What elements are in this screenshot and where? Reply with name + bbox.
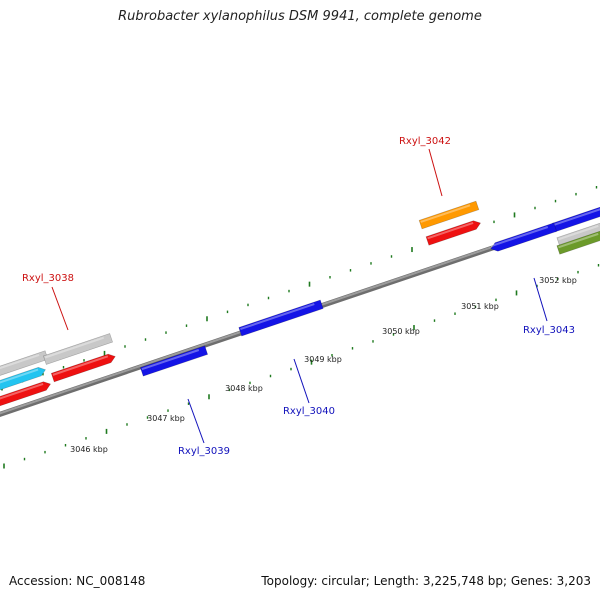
scale-label: 3049 kbp <box>304 355 342 364</box>
gene-label[interactable]: Rxyl_3038 <box>22 273 74 284</box>
gene-leader-line <box>293 358 310 404</box>
gene-callouts: Rxyl_3038 Rxyl_3042 Rxyl_3039 Rxyl_3040 Rxyl… <box>22 136 575 457</box>
scale-labels: 3046 kbp 3047 kbp 3048 kbp 3049 kbp 3050 kbp… <box>70 276 577 454</box>
gene-leader-line <box>187 398 205 444</box>
gene-cyan[interactable] <box>0 365 47 393</box>
gene-label[interactable]: Rxyl_3040 <box>283 406 335 417</box>
scale-label: 3047 kbp <box>147 414 185 423</box>
tick-marks <box>1 185 600 469</box>
map-title: Rubrobacter xylanophilus DSM 9941, compl… <box>118 9 482 24</box>
scale-label: 3052 kbp <box>539 276 577 285</box>
gene-red[interactable] <box>50 352 116 383</box>
scale-label: 3051 kbp <box>461 302 499 311</box>
gene-gray[interactable] <box>43 333 113 365</box>
gene-blue[interactable] <box>238 299 324 337</box>
gene-red[interactable] <box>0 380 52 407</box>
scale-label: 3046 kbp <box>70 445 108 454</box>
gene-blue[interactable] <box>139 345 209 377</box>
gene-red[interactable] <box>425 219 482 246</box>
accession-text: Accession: NC_008148 <box>9 574 146 588</box>
gene-blue[interactable] <box>489 222 558 253</box>
topology-summary: Topology: circular; Length: 3,225,748 bp… <box>261 574 591 588</box>
gene-olive[interactable] <box>556 229 600 255</box>
gene-label[interactable]: Rxyl_3042 <box>399 136 451 147</box>
gene-leader-line <box>428 148 443 197</box>
gene-features[interactable] <box>0 200 600 407</box>
gene-label[interactable]: Rxyl_3043 <box>523 325 575 336</box>
scale-label: 3050 kbp <box>382 327 420 336</box>
gene-leader-line <box>533 277 548 322</box>
gene-leader-line <box>51 286 69 331</box>
gene-label[interactable]: Rxyl_3039 <box>178 446 230 457</box>
scale-label: 3048 kbp <box>225 384 263 393</box>
gene-gray[interactable] <box>556 221 600 247</box>
gene-orange[interactable] <box>418 200 480 230</box>
